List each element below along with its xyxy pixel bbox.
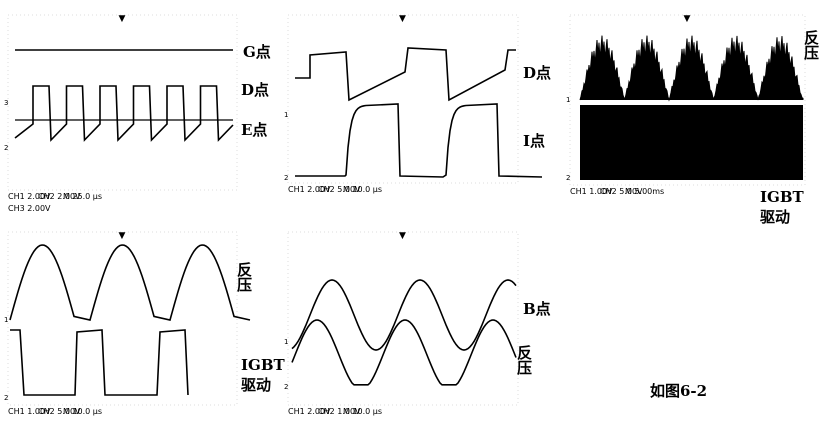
trigger-mark: ▼ bbox=[399, 14, 406, 24]
waveform-d bbox=[295, 47, 516, 102]
scope-setting: CH2 5.00V bbox=[38, 407, 81, 416]
channel-marker: 1 bbox=[4, 316, 8, 324]
scope-frame bbox=[7, 231, 238, 406]
wave-label: E点 bbox=[241, 121, 267, 139]
scope-setting: CH1 2.00V bbox=[288, 407, 331, 416]
wave-label: 反压 bbox=[515, 345, 533, 376]
scope-frame bbox=[569, 14, 806, 186]
wave-label: I点 bbox=[523, 132, 545, 150]
scope-setting: CH2 5.00V bbox=[318, 185, 361, 194]
scope-frame bbox=[7, 14, 238, 191]
trigger-mark: ▼ bbox=[119, 231, 126, 241]
scope-setting: CH1 1.00V bbox=[8, 407, 51, 416]
channel-marker: 2 bbox=[4, 144, 8, 152]
wave-label: 驱动 bbox=[241, 376, 271, 394]
channel-marker: 3 bbox=[4, 99, 8, 107]
waveform-fly bbox=[9, 244, 251, 321]
waveform-i bbox=[295, 103, 543, 178]
channel-marker: 2 bbox=[4, 394, 8, 402]
trigger-mark: ▼ bbox=[119, 14, 126, 24]
wave-label: 反压 bbox=[802, 30, 820, 61]
waveform-fly bbox=[579, 35, 804, 102]
waveform-b bbox=[291, 279, 517, 351]
channel-marker: 1 bbox=[284, 338, 288, 346]
wave-label: 驱动 bbox=[760, 208, 790, 226]
wave-label: G点 bbox=[243, 43, 271, 61]
channel-marker: 1 bbox=[284, 111, 288, 119]
waveform-drive bbox=[10, 329, 189, 396]
scope-setting: M 10.0 μs bbox=[63, 407, 102, 416]
scope-setting: M 10.0 μs bbox=[343, 185, 382, 194]
scope-setting: CH2 5.00V bbox=[600, 187, 643, 196]
caption: 如图6-2 bbox=[650, 382, 707, 400]
waveform-fly bbox=[291, 319, 517, 386]
trigger-mark: ▼ bbox=[399, 231, 406, 241]
wave-label: IGBT bbox=[241, 356, 286, 374]
scope-setting: M 10.0 μs bbox=[343, 407, 382, 416]
trigger-mark: ▼ bbox=[684, 14, 691, 24]
waveform-drive bbox=[580, 105, 803, 180]
wave-label: D点 bbox=[523, 64, 551, 82]
scope-setting: M 25.0 μs bbox=[63, 192, 102, 201]
scope-setting: CH2 1.00V bbox=[318, 407, 361, 416]
scope-setting: CH1 2.00V bbox=[288, 185, 331, 194]
scope-setting: CH1 1.00V bbox=[570, 187, 613, 196]
channel-marker: 2 bbox=[284, 174, 288, 182]
scope-frame bbox=[287, 231, 519, 406]
channel-marker: 1 bbox=[566, 96, 570, 104]
wave-label: B点 bbox=[523, 300, 551, 318]
wave-label: IGBT bbox=[760, 188, 805, 206]
scope-setting: CH3 2.00V bbox=[8, 204, 51, 213]
scope-setting: CH1 2.00V bbox=[8, 192, 51, 201]
channel-marker: 2 bbox=[566, 174, 570, 182]
scope-setting: CH2 2.00V bbox=[38, 192, 81, 201]
channel-marker: 2 bbox=[284, 383, 288, 391]
scope-setting: M 5.00ms bbox=[625, 187, 664, 196]
wave-label: 反压 bbox=[235, 262, 253, 293]
wave-label: D点 bbox=[241, 81, 269, 99]
waveform-d bbox=[14, 85, 234, 142]
scope-frame bbox=[287, 14, 519, 184]
